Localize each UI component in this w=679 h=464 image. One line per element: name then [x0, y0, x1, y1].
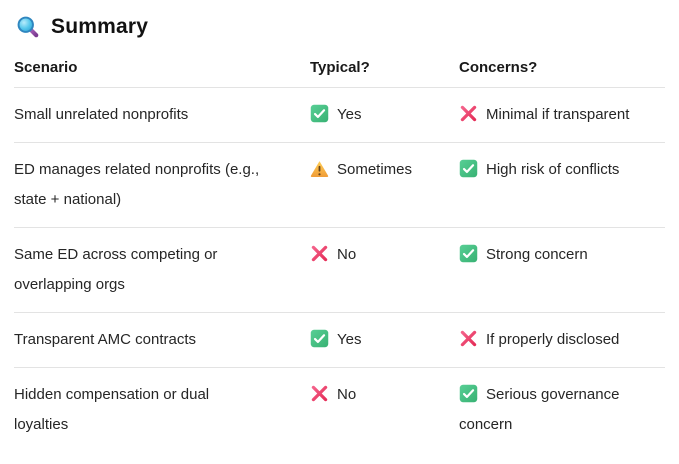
- page-title: Summary: [51, 15, 149, 38]
- table-row: Transparent AMC contracts Yes If properl…: [14, 313, 665, 368]
- concerns-label: Strong concern: [486, 246, 588, 263]
- typical-label: Yes: [337, 106, 362, 123]
- concerns-cell: Minimal if transparent: [459, 88, 665, 142]
- table-row: Hidden compensation or dual loyalties No…: [14, 368, 665, 452]
- concerns-cell: Serious governance concern: [459, 368, 665, 452]
- concerns-label: If properly disclosed: [486, 331, 620, 348]
- typical-cell: Sometimes: [310, 143, 459, 227]
- typical-label: Sometimes: [337, 161, 413, 178]
- table-header-row: Scenario Typical? Concerns?: [14, 53, 665, 88]
- concerns-label: Minimal if transparent: [486, 106, 630, 123]
- summary-page: Summary Scenario Typical? Concerns? Smal…: [14, 12, 665, 452]
- check-icon: [310, 329, 329, 348]
- typical-label: Yes: [337, 331, 362, 348]
- summary-table: Scenario Typical? Concerns? Small unrela…: [14, 53, 665, 452]
- column-header-concerns: Concerns?: [459, 59, 538, 76]
- typical-cell: No: [310, 368, 459, 452]
- check-icon: [459, 159, 478, 178]
- concerns-label: High risk of conflicts: [486, 161, 620, 178]
- warning-icon: [310, 159, 329, 178]
- summary-heading: Summary: [14, 12, 665, 53]
- concerns-cell: If properly disclosed: [459, 313, 665, 367]
- concerns-cell: Strong concern: [459, 228, 665, 312]
- typical-label: No: [337, 386, 357, 403]
- typical-cell: No: [310, 228, 459, 312]
- typical-cell: Yes: [310, 313, 459, 367]
- scenario-cell: Same ED across competing or overlapping …: [14, 246, 218, 293]
- concerns-label: Serious governance concern: [459, 386, 620, 433]
- cross-icon: [310, 244, 329, 263]
- table-row: Small unrelated nonprofits Yes Minimal i…: [14, 88, 665, 143]
- cross-icon: [310, 384, 329, 403]
- check-icon: [459, 384, 478, 403]
- scenario-cell: ED manages related nonprofits (e.g., sta…: [14, 161, 260, 208]
- scenario-cell: Hidden compensation or dual loyalties: [14, 386, 210, 433]
- concerns-cell: High risk of conflicts: [459, 143, 665, 227]
- cross-icon: [459, 329, 478, 348]
- magnifying-glass-icon: [16, 15, 40, 39]
- check-icon: [310, 104, 329, 123]
- cross-icon: [459, 104, 478, 123]
- typical-label: No: [337, 246, 357, 263]
- column-header-typical: Typical?: [310, 59, 370, 76]
- table-row: ED manages related nonprofits (e.g., sta…: [14, 143, 665, 228]
- column-header-scenario: Scenario: [14, 59, 78, 76]
- scenario-cell: Transparent AMC contracts: [14, 331, 197, 348]
- table-row: Same ED across competing or overlapping …: [14, 228, 665, 313]
- scenario-cell: Small unrelated nonprofits: [14, 106, 189, 123]
- typical-cell: Yes: [310, 88, 459, 142]
- check-icon: [459, 244, 478, 263]
